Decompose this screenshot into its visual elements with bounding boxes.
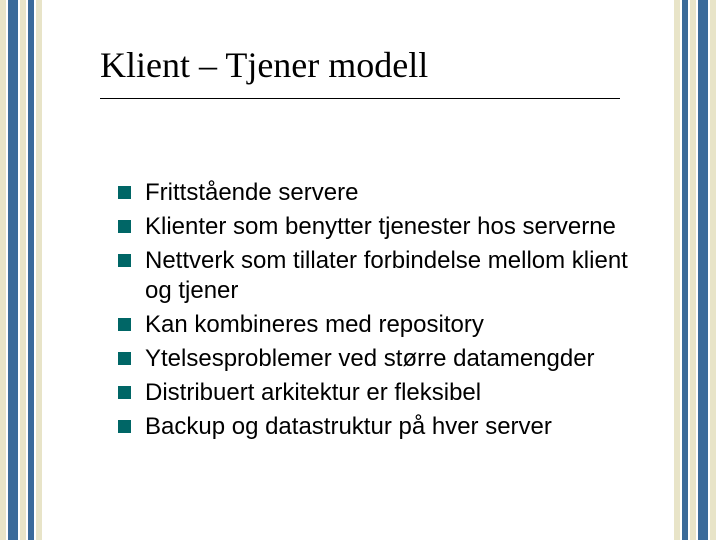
bullet-list: Frittstående servere Klienter som benytte…	[118, 178, 658, 446]
slide-title: Klient – Tjener modell	[100, 44, 428, 86]
title-underline	[100, 98, 620, 99]
stripe	[8, 0, 18, 540]
list-item: Kan kombineres med repository	[118, 310, 658, 340]
list-item: Distribuert arkitektur er fleksibel	[118, 378, 658, 408]
square-bullet-icon	[118, 220, 131, 233]
stripe	[36, 0, 42, 540]
list-item-text: Backup og datastruktur på hver server	[145, 412, 552, 442]
stripe	[690, 0, 696, 540]
square-bullet-icon	[118, 254, 131, 267]
list-item-text: Kan kombineres med repository	[145, 310, 484, 340]
square-bullet-icon	[118, 186, 131, 199]
list-item: Nettverk som tillater forbindelse mellom…	[118, 246, 658, 306]
list-item-text: Frittstående servere	[145, 178, 358, 208]
stripe	[698, 0, 708, 540]
list-item: Ytelsesproblemer ved større datamengder	[118, 344, 658, 374]
list-item-text: Nettverk som tillater forbindelse mellom…	[145, 246, 658, 306]
list-item-text: Klienter som benytter tjenester hos serv…	[145, 212, 616, 242]
list-item: Backup og datastruktur på hver server	[118, 412, 658, 442]
stripe	[674, 0, 680, 540]
square-bullet-icon	[118, 386, 131, 399]
square-bullet-icon	[118, 352, 131, 365]
stripe	[28, 0, 34, 540]
list-item-text: Ytelsesproblemer ved større datamengder	[145, 344, 595, 374]
stripe	[682, 0, 688, 540]
list-item: Klienter som benytter tjenester hos serv…	[118, 212, 658, 242]
square-bullet-icon	[118, 420, 131, 433]
square-bullet-icon	[118, 318, 131, 331]
list-item-text: Distribuert arkitektur er fleksibel	[145, 378, 481, 408]
stripe	[20, 0, 26, 540]
list-item: Frittstående servere	[118, 178, 658, 208]
stripe	[710, 0, 716, 540]
stripe	[0, 0, 6, 540]
